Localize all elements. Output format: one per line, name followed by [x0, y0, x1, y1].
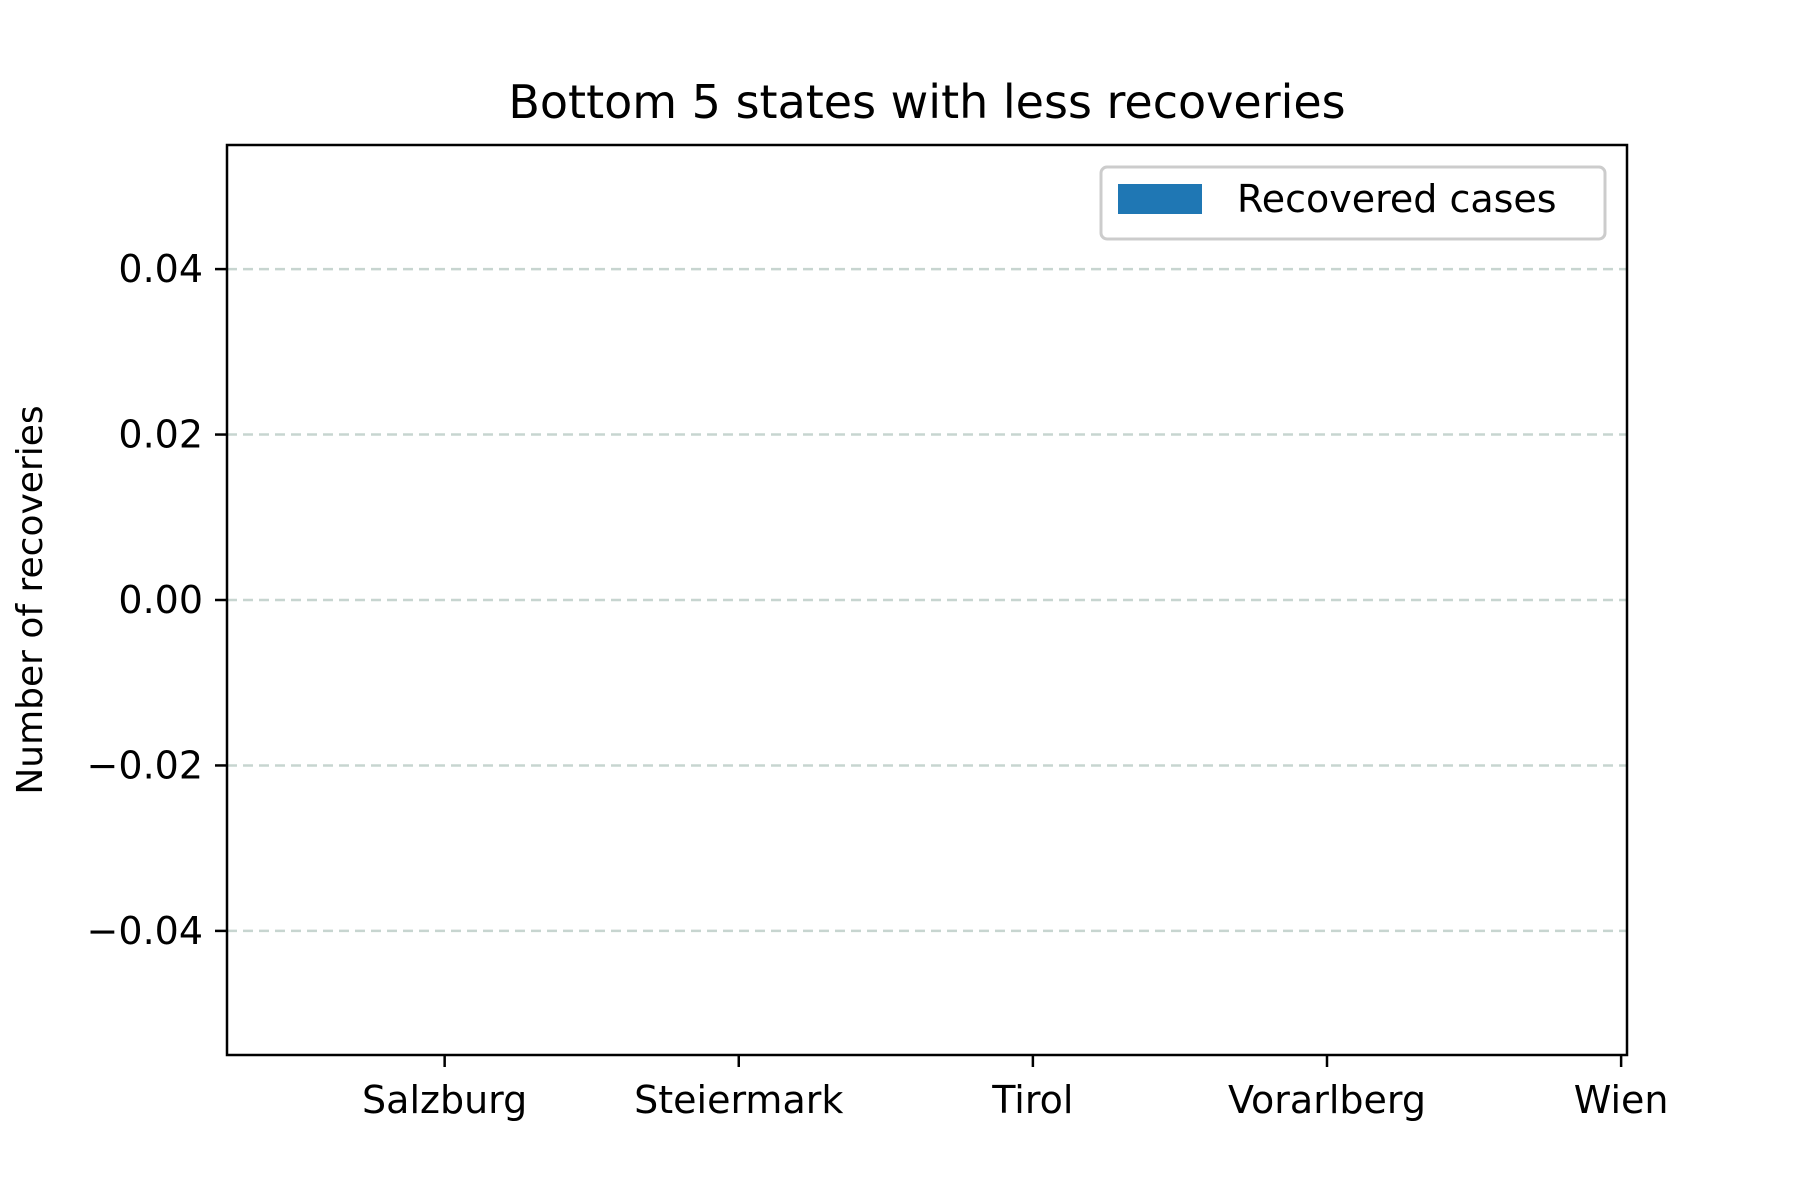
x-tick-label-tirol: Tirol: [991, 1078, 1073, 1122]
legend-swatch-recovered-cases: [1118, 184, 1202, 214]
y-axis: −0.04 −0.02 0.00 0.02 0.04: [87, 247, 227, 953]
grid-layer: [227, 267, 1627, 933]
y-axis-label: Number of recoveries: [10, 405, 51, 794]
y-tick-label: −0.04: [87, 909, 203, 953]
y-tick-label: 0.00: [118, 578, 203, 622]
chart-title: Bottom 5 states with less recoveries: [508, 75, 1345, 129]
x-tick-label-salzburg: Salzburg: [362, 1078, 527, 1122]
x-tick-label-vorarlberg: Vorarlberg: [1228, 1078, 1426, 1122]
legend: Recovered cases: [1099, 165, 1607, 241]
y-tick-label: 0.02: [118, 413, 203, 457]
y-tick-label: 0.04: [118, 247, 203, 291]
y-tick-label: −0.02: [87, 743, 203, 787]
x-tick-label-steiermark: Steiermark: [634, 1078, 843, 1122]
legend-label-recovered-cases: Recovered cases: [1237, 177, 1557, 221]
x-tick-label-wien: Wien: [1574, 1078, 1669, 1122]
x-axis: Salzburg Steiermark Tirol Vorarlberg Wien: [362, 1055, 1669, 1122]
legend-frame: [1099, 165, 1607, 241]
